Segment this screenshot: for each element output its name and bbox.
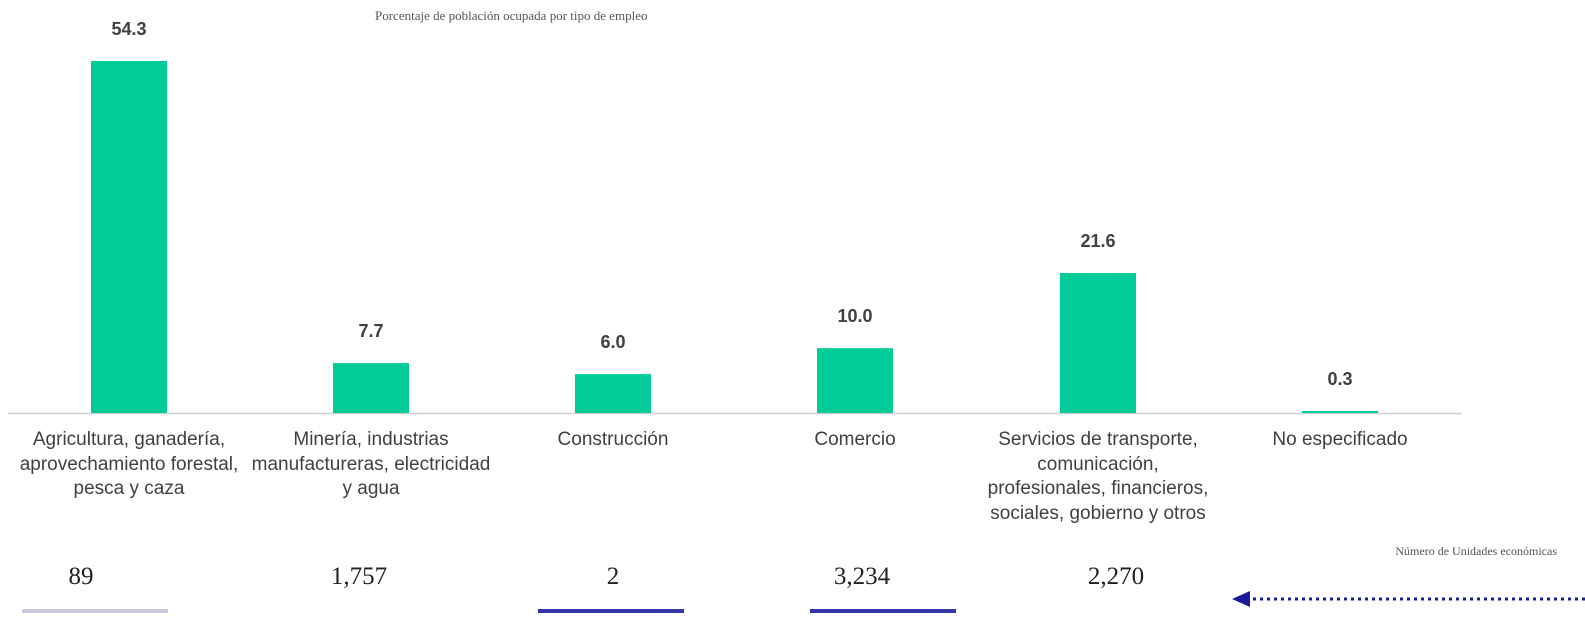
bar-value-label-4: 21.6 [1080,231,1115,251]
bar-value-label-5: 0.3 [1327,369,1352,389]
category-label-agricultura: Agricultura, ganadería, aprovechamiento … [19,429,239,499]
bar-value-label-2: 6.0 [600,332,625,352]
category-label-comercio: Comercio [814,429,896,450]
chart-title: Porcentaje de población ocupada por tipo… [375,8,648,23]
unit-value-servicios: 2,270 [1087,563,1145,590]
category-label-construccion: Construcción [557,429,669,450]
arrow-left-icon [1232,591,1250,607]
unit-value-agricultura: 89 [68,563,94,590]
unit-value-comercio: 3,234 [833,563,891,590]
category-label-no-especificado: No especificado [1272,429,1408,450]
unit-value-construccion: 2 [606,563,620,590]
underline-bar-agricultura [22,609,168,613]
bar-4 [1060,272,1136,413]
units-label: Número de Unidades económicas [1395,544,1557,558]
category-label-mineria: Minería, industrias manufactureras, elec… [251,429,491,499]
bar-5 [1302,411,1378,413]
bar-value-label-3: 10.0 [837,306,872,326]
bar-value-label-1: 7.7 [358,321,383,341]
unit-value-mineria: 1,757 [330,563,388,590]
category-label-servicios: Servicios de transporte, comunicación, p… [987,429,1209,524]
bar-0 [91,61,167,413]
bar-3 [817,348,893,413]
bar-2 [575,374,651,413]
bar-value-label-0: 54.3 [111,19,146,39]
underline-bar-construccion [538,609,684,613]
bar-1 [333,363,409,413]
underline-bar-comercio [810,609,956,613]
